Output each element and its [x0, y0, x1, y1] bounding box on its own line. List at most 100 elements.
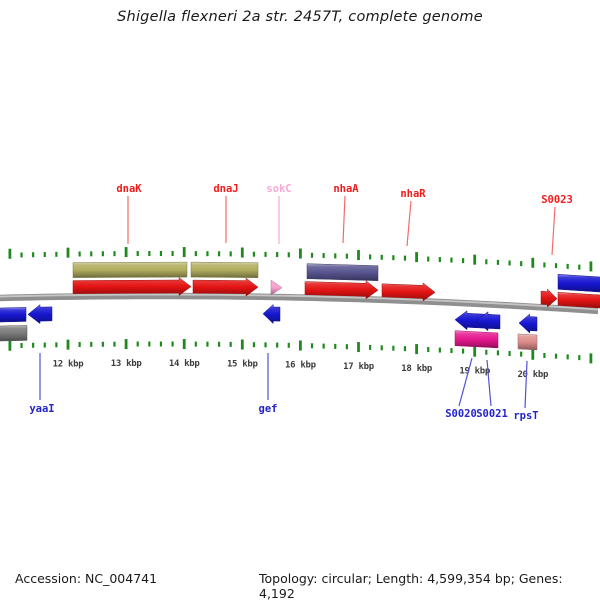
ruler-tick: [276, 252, 279, 258]
ruler-tick: [287, 342, 290, 348]
ruler-tick: [113, 341, 116, 347]
ruler-tick: [380, 345, 383, 351]
ruler-tick: [438, 347, 441, 353]
ruler-tick: [171, 251, 174, 257]
ruler-tick: [357, 342, 360, 353]
ruler-tick: [589, 353, 593, 364]
gene-yaaI: [27, 304, 53, 325]
ruler-tick: [508, 350, 511, 356]
ruler-tick: [66, 247, 70, 258]
kbp-label-18: 18 kbp: [401, 364, 433, 374]
gene-nhaA: [304, 280, 379, 300]
ruler-tick: [496, 259, 500, 265]
ruler-tick: [264, 342, 267, 348]
ruler-tick: [276, 342, 279, 348]
ruler-tick: [473, 346, 477, 357]
ruler-tick: [485, 349, 488, 355]
ruler-tick: [101, 341, 104, 347]
kbp-label-12: 12 kbp: [53, 360, 85, 370]
ruler-tick: [427, 347, 430, 353]
kbp-label-20: 20 kbp: [517, 370, 549, 380]
ruler-tick: [392, 345, 395, 351]
genome-backbone-highlight: [0, 293, 599, 311]
gene-S0021: [475, 311, 501, 332]
genome-backbone: [0, 292, 599, 315]
kbp-label-13: 13 kbp: [111, 359, 143, 369]
ruler-tick: [182, 339, 186, 350]
ruler-tick: [450, 348, 453, 354]
gene-dnaK-category-bar: [72, 261, 188, 278]
ruler-tick: [415, 252, 418, 263]
kbp-label-15: 15 kbp: [227, 360, 259, 370]
gene-dnaJ-category-bar: [190, 261, 259, 278]
ruler-tick: [554, 353, 558, 359]
ruler-tick: [531, 349, 535, 360]
ruler-tick: [427, 256, 430, 262]
gene-label-dnaJ: dnaJ: [213, 183, 238, 195]
ruler-tick: [403, 346, 407, 352]
ruler-tick: [520, 261, 523, 267]
gene-label-dnaK: dnaK: [116, 183, 142, 195]
ruler-tick: [415, 344, 418, 355]
ruler-tick: [392, 255, 395, 261]
ruler-tick: [461, 348, 465, 354]
ruler-tick: [229, 341, 232, 347]
ruler-tick: [450, 257, 453, 263]
ruler-tick: [90, 341, 93, 347]
ruler-tick: [299, 340, 302, 351]
gene-left-edge-gray: [0, 325, 28, 342]
ruler-tick: [78, 342, 81, 348]
ruler-tick: [240, 339, 244, 350]
kbp-label-19: 19 kbp: [459, 367, 491, 377]
gene-rpsT-category-bar: [517, 333, 538, 351]
ruler-tick: [578, 355, 581, 361]
gene-rpsT: [518, 313, 538, 334]
ruler-tick: [159, 341, 163, 347]
gene-S0023: [540, 288, 558, 308]
ruler-tick: [485, 259, 488, 265]
ruler-tick: [264, 251, 267, 257]
ruler-tick: [20, 252, 23, 258]
ruler-tick: [438, 257, 441, 263]
ruler-tick: [148, 341, 151, 347]
ruler-tick: [508, 260, 511, 266]
ruler-tick: [240, 247, 244, 258]
ruler-tick: [310, 343, 314, 349]
gene-nhaR: [381, 282, 436, 302]
gene-label-S0021: S0021: [476, 408, 508, 420]
gene-label-nhaR: nhaR: [400, 188, 426, 200]
ruler-tick: [182, 247, 186, 258]
ruler-tick: [369, 254, 372, 260]
ruler-tick: [78, 251, 81, 257]
ruler-tick: [55, 342, 58, 348]
ruler-tick: [578, 264, 581, 270]
ruler-tick: [566, 354, 569, 360]
ruler-tick: [345, 344, 348, 350]
ruler-tick: [194, 251, 197, 257]
ruler-tick: [55, 251, 58, 257]
ruler-tick: [554, 263, 558, 269]
leader-rpsT: [524, 360, 528, 409]
ruler-tick: [531, 257, 535, 268]
ruler-tick: [357, 250, 360, 261]
gene-right-edge-blue: [557, 274, 600, 293]
ruler-tick: [252, 342, 256, 348]
ruler-tick: [473, 254, 477, 265]
kbp-label-16: 16 kbp: [285, 361, 317, 371]
leader-nhaA: [342, 195, 346, 244]
ruler-tick: [369, 344, 372, 350]
leader-S0023: [551, 206, 556, 256]
leader-nhaR: [406, 200, 412, 247]
gene-label-sokC: sokC: [266, 183, 291, 195]
ruler-tick: [345, 253, 348, 259]
gene-label-rpsT: rpsT: [513, 410, 538, 422]
ruler-tick: [543, 352, 546, 358]
gene-nhaA-category-bar: [306, 263, 379, 281]
ruler-tick: [194, 341, 197, 347]
ruler-tick: [8, 248, 12, 259]
ruler-tick: [229, 251, 232, 257]
ruler-tick: [43, 252, 46, 258]
ruler-tick: [206, 251, 209, 257]
kbp-label-17: 17 kbp: [343, 362, 375, 372]
